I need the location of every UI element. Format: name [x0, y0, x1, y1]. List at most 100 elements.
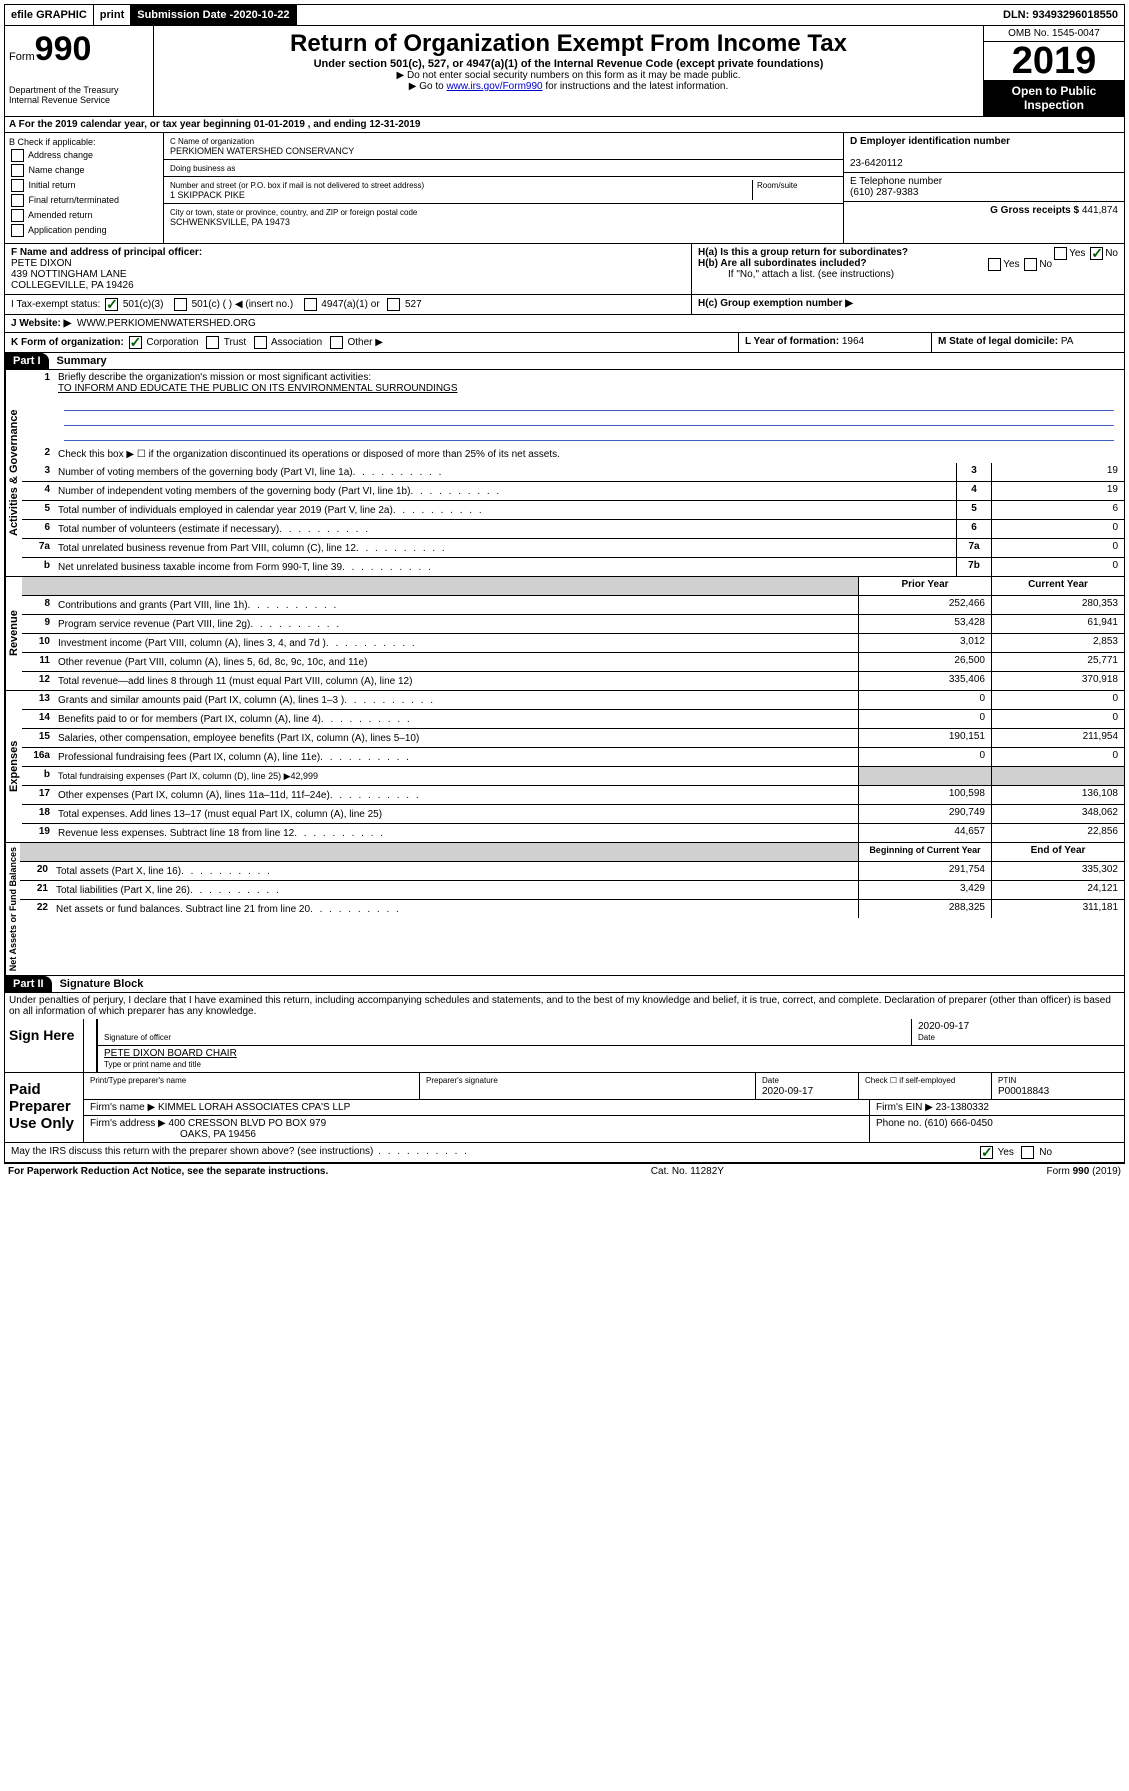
tab-revenue: Revenue	[5, 577, 22, 690]
h-b2: If "No," attach a list. (see instruction…	[698, 269, 1118, 280]
chk-name[interactable]: Name change	[9, 164, 159, 177]
sign-here-block: Sign Here Signature of officer 2020-09-1…	[4, 1019, 1125, 1073]
c22: 311,181	[991, 900, 1124, 918]
l18: Total expenses. Add lines 13–17 (must eq…	[54, 805, 858, 823]
dba: Doing business as	[164, 160, 843, 177]
footer: For Paperwork Reduction Act Notice, see …	[4, 1163, 1125, 1179]
chk-pending[interactable]: Application pending	[9, 224, 159, 237]
instr-link: ▶ Go to www.irs.gov/Form990 for instruct…	[158, 81, 979, 92]
i-tax-status: I Tax-exempt status: 501(c)(3) 501(c) ( …	[5, 295, 692, 314]
l1-text: TO INFORM AND EDUCATE THE PUBLIC ON ITS …	[58, 383, 458, 394]
sig-officer-label: Signature of officer	[104, 1033, 171, 1042]
submission-date: Submission Date - 2020-10-22	[131, 5, 296, 25]
l15: Salaries, other compensation, employee b…	[54, 729, 858, 747]
p15: 190,151	[858, 729, 991, 747]
l12: Total revenue—add lines 8 through 11 (mu…	[54, 672, 858, 690]
j-website: J Website: ▶ WWW.PERKIOMENWATERSHED.ORG	[5, 315, 1124, 332]
b-label: B Check if applicable:	[9, 137, 159, 147]
l-year: L Year of formation: 1964	[739, 333, 932, 352]
l5: Total number of individuals employed in …	[54, 501, 956, 519]
phone: E Telephone number (610) 287-9383	[844, 173, 1124, 202]
chk-final[interactable]: Final return/terminated	[9, 194, 159, 207]
l2: Check this box ▶ ☐ if the organization d…	[54, 445, 1124, 463]
summary-netassets: Net Assets or Fund Balances Beginning of…	[4, 843, 1125, 976]
summary-governance: Activities & Governance 1 Briefly descri…	[4, 370, 1125, 577]
c21: 24,121	[991, 881, 1124, 899]
v6: 0	[991, 520, 1124, 538]
firm-phone: (610) 666-0450	[924, 1118, 992, 1129]
chk-amended[interactable]: Amended return	[9, 209, 159, 222]
prep-date: 2020-09-17	[762, 1086, 813, 1097]
l3: Number of voting members of the governin…	[54, 463, 956, 481]
col-b-checkboxes: B Check if applicable: Address change Na…	[5, 133, 164, 243]
l21: Total liabilities (Part X, line 26)	[52, 881, 858, 899]
org-name: C Name of organization PERKIOMEN WATERSH…	[164, 133, 843, 160]
self-employed-check[interactable]: Check ☐ if self-employed	[865, 1076, 955, 1085]
end-head: End of Year	[991, 843, 1124, 861]
current-year-head: Current Year	[991, 577, 1124, 595]
summary-expenses: Expenses 13Grants and similar amounts pa…	[4, 691, 1125, 843]
h-group: H(a) Is this a group return for subordin…	[692, 244, 1124, 294]
c13: 0	[991, 691, 1124, 709]
firm-name: KIMMEL LORAH ASSOCIATES CPA'S LLP	[158, 1102, 350, 1113]
c16a: 0	[991, 748, 1124, 766]
tab-netassets: Net Assets or Fund Balances	[5, 843, 20, 975]
sign-here-label: Sign Here	[5, 1019, 84, 1072]
ptin: P00018843	[998, 1086, 1049, 1097]
l6: Total number of volunteers (estimate if …	[54, 520, 956, 538]
form-number: Form990	[9, 30, 149, 69]
l16b: Total fundraising expenses (Part IX, col…	[54, 767, 858, 785]
l8: Contributions and grants (Part VIII, lin…	[54, 596, 858, 614]
irs-link[interactable]: www.irs.gov/Form990	[446, 81, 542, 92]
l19: Revenue less expenses. Subtract line 18 …	[54, 824, 858, 842]
city-row: City or town, state or province, country…	[164, 204, 843, 230]
sig-date: 2020-09-17	[918, 1021, 969, 1032]
p21: 3,429	[858, 881, 991, 899]
l11: Other revenue (Part VIII, column (A), li…	[54, 653, 858, 671]
h-c: H(c) Group exemption number ▶	[692, 295, 1124, 314]
p8: 252,466	[858, 596, 991, 614]
open-public: Open to PublicInspection	[984, 80, 1124, 116]
perjury-text: Under penalties of perjury, I declare th…	[4, 993, 1125, 1019]
firm-addr2: OAKS, PA 19456	[90, 1129, 256, 1140]
l14: Benefits paid to or for members (Part IX…	[54, 710, 858, 728]
f-officer: F Name and address of principal officer:…	[5, 244, 692, 294]
p18: 290,749	[858, 805, 991, 823]
footer-mid: Cat. No. 11282Y	[651, 1166, 724, 1177]
l7a: Total unrelated business revenue from Pa…	[54, 539, 956, 557]
p17: 100,598	[858, 786, 991, 804]
footer-right: Form 990 (2019)	[1047, 1166, 1121, 1177]
l22: Net assets or fund balances. Subtract li…	[52, 900, 858, 918]
dept-treasury: Department of the Treasury Internal Reve…	[9, 85, 149, 105]
chk-address[interactable]: Address change	[9, 149, 159, 162]
p11: 26,500	[858, 653, 991, 671]
k-form-org: K Form of organization: Corporation Trus…	[5, 333, 739, 352]
top-bar: efile GRAPHIC print Submission Date - 20…	[4, 4, 1125, 26]
p10: 3,012	[858, 634, 991, 652]
v4: 19	[991, 482, 1124, 500]
c9: 61,941	[991, 615, 1124, 633]
v7a: 0	[991, 539, 1124, 557]
firm-addr1: 400 CRESSON BLVD PO BOX 979	[169, 1118, 327, 1129]
main-title: Return of Organization Exempt From Incom…	[158, 30, 979, 58]
l4: Number of independent voting members of …	[54, 482, 956, 500]
l9: Program service revenue (Part VIII, line…	[54, 615, 858, 633]
tax-year: 2019	[984, 42, 1124, 80]
p9: 53,428	[858, 615, 991, 633]
dln: DLN: 93493296018550	[997, 5, 1124, 25]
summary-revenue: Revenue Prior Year Current Year 8Contrib…	[4, 577, 1125, 691]
v7b: 0	[991, 558, 1124, 576]
begin-head: Beginning of Current Year	[858, 843, 991, 861]
c19: 22,856	[991, 824, 1124, 842]
paid-preparer-label: Paid Preparer Use Only	[5, 1073, 84, 1142]
l16a: Professional fundraising fees (Part IX, …	[54, 748, 858, 766]
c18: 348,062	[991, 805, 1124, 823]
l20: Total assets (Part X, line 16)	[52, 862, 858, 880]
chk-initial[interactable]: Initial return	[9, 179, 159, 192]
p13: 0	[858, 691, 991, 709]
l7b: Net unrelated business taxable income fr…	[54, 558, 956, 576]
part2-header: Part II Signature Block	[4, 976, 1125, 993]
l13: Grants and similar amounts paid (Part IX…	[54, 691, 858, 709]
print-button[interactable]: print	[94, 5, 131, 25]
v3: 19	[991, 463, 1124, 481]
